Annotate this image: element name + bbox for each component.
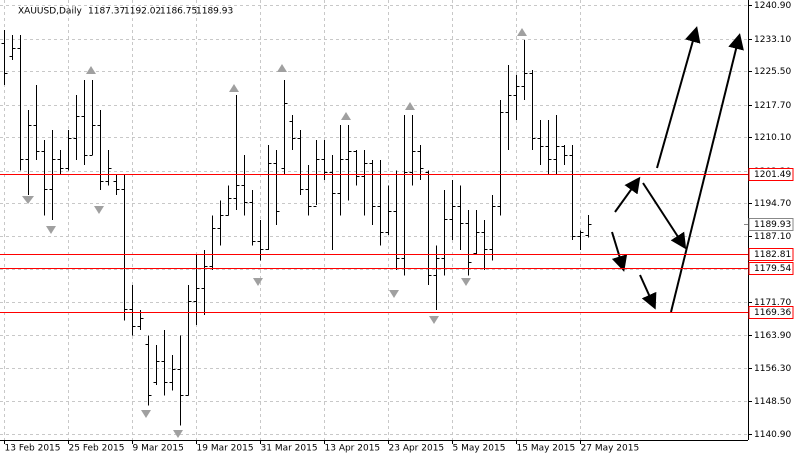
level-label: 1201.49 xyxy=(754,170,791,180)
level-label: 1179.54 xyxy=(754,264,791,274)
fractal xyxy=(517,28,527,36)
levels: 1201.49 1182.81 1179.54 1169.36 1189.93 xyxy=(0,168,794,319)
x-tick-label: 5 May 2015 xyxy=(453,444,506,454)
level-label-box xyxy=(748,306,794,319)
y-tick-label: 1210.10 xyxy=(754,133,791,143)
fractal xyxy=(86,66,96,74)
y-tick-label: 1217.70 xyxy=(754,101,791,111)
x-tick-label: 9 Mar 2015 xyxy=(133,444,184,454)
price-label-box xyxy=(748,218,794,231)
y-tick-label: 1171.70 xyxy=(754,298,791,308)
header-close: 1189.93 xyxy=(196,7,233,17)
fractal xyxy=(341,112,351,120)
y-tick-label: 1187.10 xyxy=(754,232,791,242)
fractal xyxy=(405,102,415,110)
y-tick-label: 1194.70 xyxy=(754,199,791,209)
fractal xyxy=(229,84,239,92)
fractal xyxy=(277,64,287,72)
fractal xyxy=(461,278,471,286)
fractal xyxy=(46,226,56,234)
arrow xyxy=(656,26,701,169)
y-tick-label: 1156.30 xyxy=(754,364,791,374)
level-label-box xyxy=(748,168,794,181)
fractals xyxy=(22,28,527,438)
fractal xyxy=(22,196,34,204)
x-tick-label: 27 May 2015 xyxy=(581,444,640,454)
x-tick-label: 31 Mar 2015 xyxy=(261,444,318,454)
grid xyxy=(0,0,748,440)
header-high: 1192.02 xyxy=(124,7,161,17)
arrow xyxy=(639,274,657,310)
x-tick-label: 13 Apr 2015 xyxy=(325,444,381,454)
arrow xyxy=(614,176,641,213)
level-label-box xyxy=(748,262,794,275)
y-tick-label: 1163.90 xyxy=(754,331,791,341)
fractal xyxy=(173,430,183,438)
level-label: 1169.36 xyxy=(754,308,791,318)
fractal xyxy=(429,316,439,324)
x-tick-label: 25 Feb 2015 xyxy=(69,444,125,454)
arrow xyxy=(642,182,687,250)
header-low: 1186.75 xyxy=(160,7,197,17)
arrow xyxy=(611,231,628,272)
fractal xyxy=(94,206,104,214)
y-tick-label: 1233.10 xyxy=(754,35,791,45)
bars xyxy=(1,30,592,426)
y-tick-label: 1240.90 xyxy=(754,1,791,11)
fractal xyxy=(141,410,151,418)
x-tick-label: 19 Mar 2015 xyxy=(197,444,254,454)
y-tick-label: 1225.50 xyxy=(754,67,791,77)
x-tick-label: 13 Feb 2015 xyxy=(5,444,61,454)
header-open: 1187.37 xyxy=(88,7,125,17)
symbol: XAUUSD,Daily xyxy=(18,7,82,17)
price-label: 1189.93 xyxy=(754,220,791,230)
header: XAUUSD,Daily 1187.37 1192.02 1186.75 118… xyxy=(18,7,233,17)
fractal xyxy=(253,278,263,286)
level-label: 1182.81 xyxy=(754,250,791,260)
level-label-box xyxy=(748,248,794,261)
x-tick-label: 23 Apr 2015 xyxy=(389,444,445,454)
y-tick-label: 1148.50 xyxy=(754,397,791,407)
x-tick-label: 15 May 2015 xyxy=(517,444,576,454)
y-tick-label: 1140.90 xyxy=(754,430,791,440)
fractal xyxy=(389,290,399,298)
